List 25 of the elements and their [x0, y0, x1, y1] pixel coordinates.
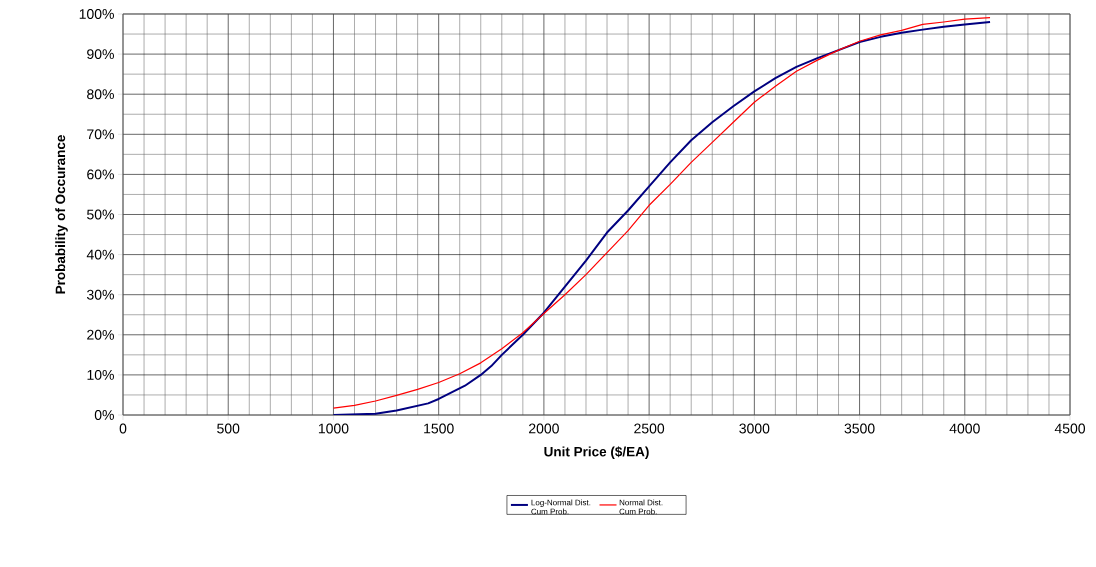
x-tick-label: 2500 — [634, 423, 665, 434]
x-tick-label: 3000 — [739, 423, 770, 434]
y-axis-title: Probability of Occurance — [55, 135, 68, 294]
x-tick-label: 0 — [119, 423, 127, 434]
y-tick-label: 100% — [79, 9, 114, 19]
x-tick-label: 3500 — [844, 423, 875, 434]
y-tick-label: 10% — [87, 369, 114, 380]
x-tick-label: 2000 — [529, 423, 559, 434]
y-tick-label: 70% — [87, 129, 114, 140]
x-tick-label: 4000 — [949, 423, 980, 434]
x-tick-label: 1500 — [424, 423, 454, 434]
x-tick-label: 500 — [217, 423, 240, 434]
x-axis-title: Unit Price ($/EA) — [544, 446, 649, 460]
y-tick-label: 0% — [94, 410, 114, 420]
legend-label: Normal Dist. Cum Prob. — [619, 499, 663, 515]
y-tick-label: 20% — [87, 329, 114, 340]
legend-label: Log-Normal Dist. Cum Prob. — [531, 499, 591, 515]
y-tick-label: 30% — [86, 289, 114, 300]
y-tick-label: 40% — [86, 249, 114, 260]
y-tick-label: 60% — [87, 169, 114, 180]
x-tick-label: 1000 — [318, 423, 349, 434]
x-tick-label: 4500 — [1054, 423, 1086, 434]
y-tick-label: 50% — [87, 209, 114, 220]
y-tick-label: 80% — [87, 89, 114, 100]
y-tick-label: 90% — [87, 49, 114, 60]
